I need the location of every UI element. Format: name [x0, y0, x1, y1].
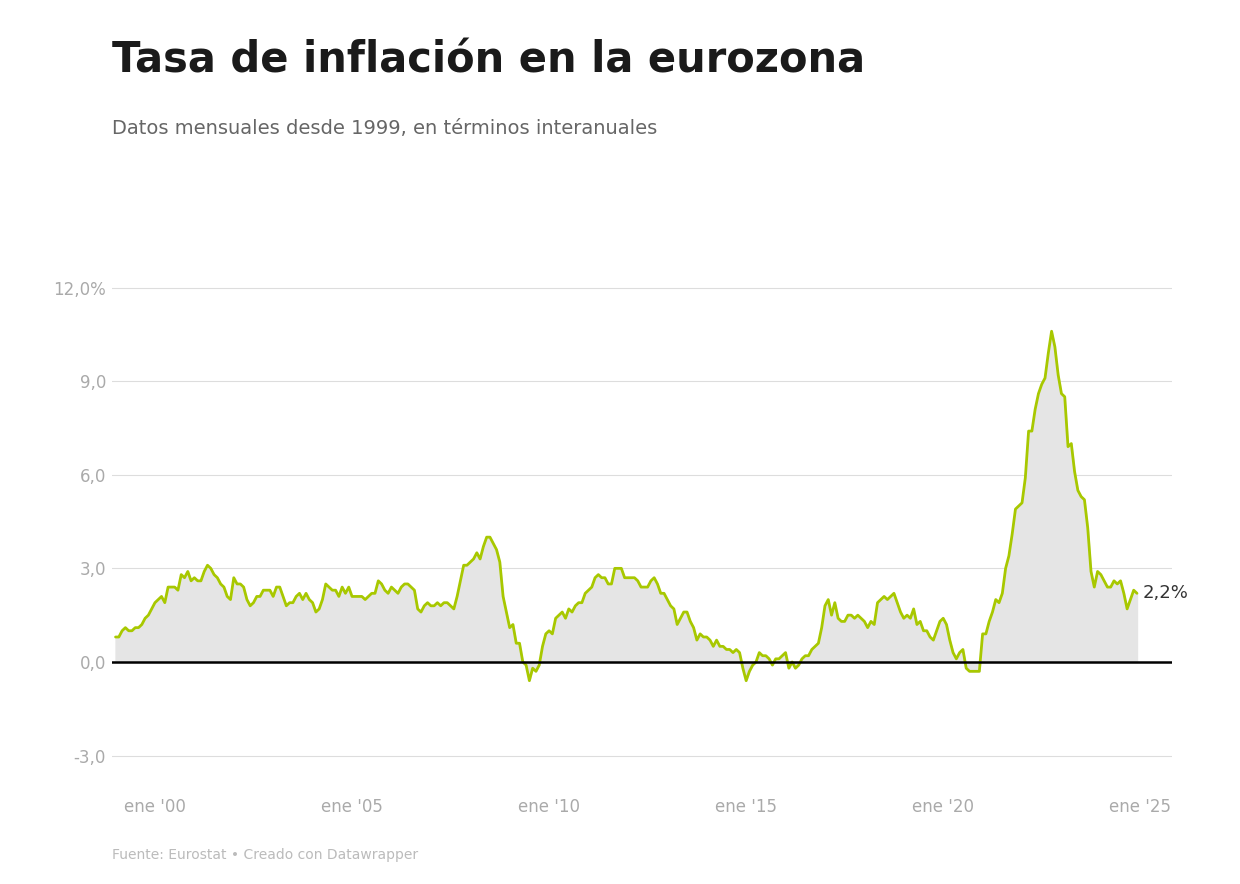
Text: Tasa de inflación en la eurozona: Tasa de inflación en la eurozona: [112, 40, 864, 82]
Text: Fuente: Eurostat • Creado con Datawrapper: Fuente: Eurostat • Creado con Datawrappe…: [112, 848, 418, 862]
Text: Datos mensuales desde 1999, en términos interanuales: Datos mensuales desde 1999, en términos …: [112, 119, 657, 138]
Text: 2,2%: 2,2%: [1143, 584, 1189, 602]
